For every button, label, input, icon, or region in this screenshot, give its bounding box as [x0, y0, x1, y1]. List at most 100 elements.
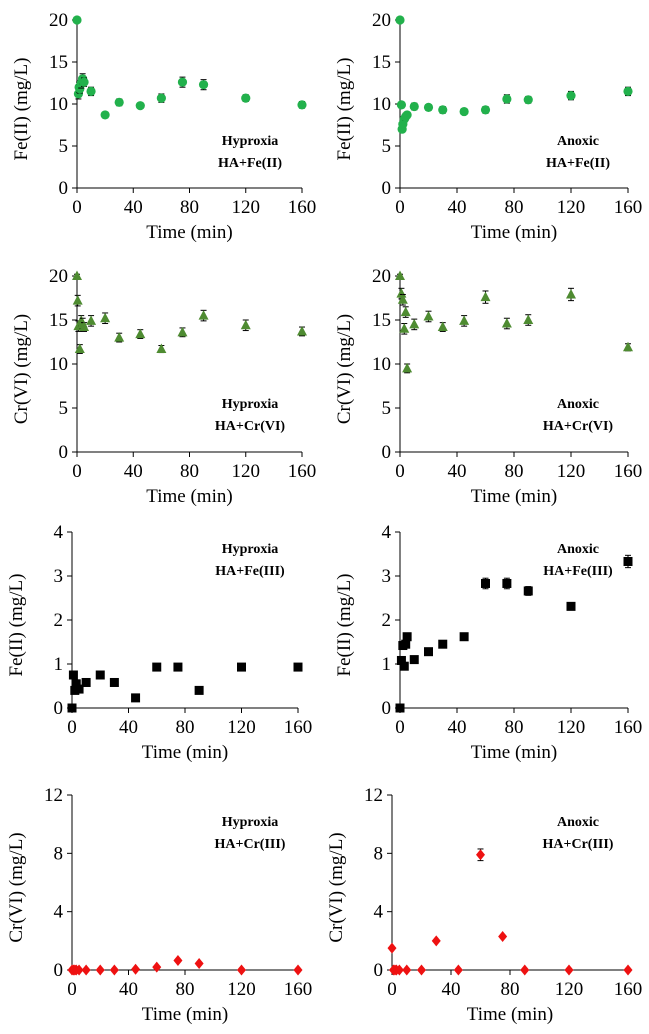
data-point — [114, 97, 124, 107]
panel-annotation: HA+Cr(VI) — [215, 419, 286, 434]
data-point — [152, 662, 162, 672]
data-point — [152, 961, 162, 973]
data-point — [109, 677, 119, 687]
data-point — [395, 703, 405, 713]
data-point — [156, 343, 167, 354]
data-point — [177, 326, 188, 337]
y-tick-label: 3 — [382, 566, 392, 587]
x-tick-label: 40 — [119, 979, 138, 1000]
y-tick-label: 0 — [54, 960, 64, 981]
data-point — [173, 662, 183, 672]
data-point — [520, 964, 530, 976]
x-tick-label: 80 — [501, 979, 520, 1000]
y-tick-label: 2 — [54, 610, 64, 631]
data-point — [198, 310, 209, 320]
panel-annotation: Anoxic — [557, 542, 599, 557]
data-point — [100, 312, 111, 323]
y-tick-label: 5 — [382, 398, 392, 419]
data-point — [67, 703, 77, 713]
data-point — [293, 662, 303, 672]
data-point — [437, 321, 448, 332]
y-axis-label: Fe(II) (mg/L) — [11, 58, 32, 161]
x-tick-label: 0 — [67, 979, 77, 1000]
data-point — [95, 964, 105, 976]
data-point — [400, 306, 411, 317]
y-tick-label: 20 — [49, 266, 68, 287]
data-point — [480, 105, 491, 115]
x-tick-label: 80 — [505, 197, 524, 218]
panel-annotation: HA+Cr(III) — [215, 837, 286, 852]
data-point — [409, 101, 419, 112]
y-tick-label: 0 — [382, 442, 392, 463]
x-tick-label: 160 — [614, 979, 643, 1000]
data-point — [438, 639, 448, 649]
data-point — [476, 849, 485, 861]
data-point — [396, 655, 406, 665]
y-tick-label: 12 — [364, 785, 383, 806]
data-point — [459, 315, 470, 325]
x-tick-label: 160 — [284, 717, 313, 738]
y-tick-label: 4 — [374, 902, 384, 923]
x-tick-label: 40 — [448, 717, 467, 738]
panel-annotation: Anoxic — [557, 134, 599, 149]
data-point — [502, 94, 512, 104]
y-tick-label: 3 — [54, 566, 64, 587]
data-point — [438, 105, 448, 115]
data-point — [417, 964, 426, 976]
x-tick-label: 0 — [67, 717, 77, 738]
data-point — [501, 318, 512, 328]
data-point — [156, 93, 166, 103]
y-tick-label: 2 — [382, 610, 392, 631]
x-tick-label: 160 — [614, 717, 643, 738]
x-tick-label: 120 — [557, 197, 586, 218]
data-point — [431, 935, 441, 947]
data-point — [79, 321, 90, 332]
data-point — [623, 556, 633, 566]
data-point — [74, 684, 84, 694]
data-point — [81, 964, 91, 976]
data-point — [72, 15, 82, 25]
x-tick-label: 40 — [124, 461, 143, 482]
data-point — [72, 270, 82, 280]
x-tick-label: 160 — [614, 461, 643, 482]
data-point — [502, 578, 512, 588]
x-tick-label: 0 — [395, 197, 405, 218]
x-tick-label: 80 — [176, 979, 195, 1000]
y-tick-label: 0 — [374, 960, 384, 981]
data-point — [68, 670, 78, 680]
x-tick-label: 120 — [227, 979, 256, 1000]
chart-panel-2: 0 5 10 15 20 0 40 80 120 160 Time (min) Fe(II) (mg/… — [334, 10, 642, 243]
data-point — [623, 86, 633, 96]
data-point — [424, 647, 433, 657]
data-point — [459, 106, 469, 117]
y-axis-label: Cr(VI) (mg/L) — [11, 314, 32, 424]
data-point — [401, 639, 411, 649]
x-tick-label: 120 — [232, 197, 261, 218]
panel-annotation: HA+Fe(III) — [543, 564, 613, 579]
panel-annotation: Anoxic — [557, 815, 599, 830]
data-point — [423, 310, 434, 321]
x-axis-label: Time (min) — [467, 1004, 553, 1025]
data-point — [194, 685, 204, 695]
data-point — [177, 77, 188, 87]
y-tick-label: 8 — [54, 843, 64, 864]
data-point — [402, 110, 412, 120]
data-point — [194, 957, 204, 969]
data-point — [480, 291, 491, 302]
y-tick-label: 20 — [372, 266, 391, 287]
x-axis-label: Time (min) — [146, 486, 232, 507]
data-point — [523, 586, 533, 596]
x-tick-label: 80 — [180, 197, 199, 218]
y-tick-label: 10 — [49, 94, 68, 115]
data-point — [86, 315, 97, 325]
panel-annotation: HA+Fe(II) — [218, 156, 282, 171]
x-tick-label: 80 — [505, 717, 524, 738]
x-tick-label: 0 — [395, 461, 405, 482]
data-point — [237, 964, 246, 976]
x-tick-label: 40 — [124, 197, 143, 218]
data-point — [566, 91, 576, 101]
panel-annotation: HA+Cr(VI) — [543, 419, 614, 434]
panel-annotation: HA+Fe(II) — [546, 156, 610, 171]
